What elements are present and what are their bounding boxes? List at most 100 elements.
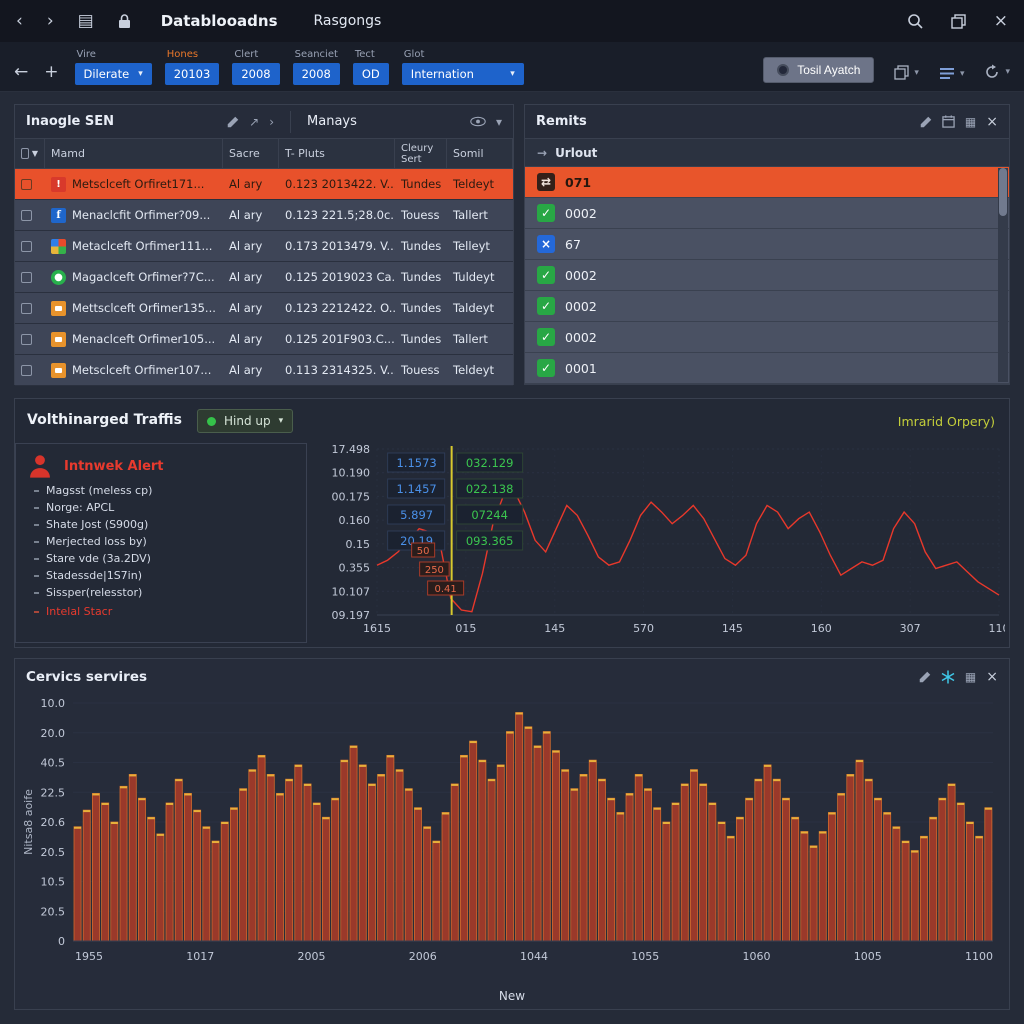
- scrollbar-thumb[interactable]: [999, 168, 1007, 216]
- list-item[interactable]: × 67: [525, 229, 1009, 260]
- calendar-icon[interactable]: [942, 115, 955, 128]
- column-pluts[interactable]: T- Pluts: [279, 139, 395, 168]
- remits-column-header[interactable]: → Urlout: [525, 139, 1009, 167]
- forward-icon[interactable]: ›: [46, 10, 54, 31]
- svg-text:1955: 1955: [75, 950, 103, 963]
- book-icon[interactable]: ▤: [77, 10, 94, 31]
- alert-title: Intnwek Alert: [64, 458, 164, 474]
- table-row[interactable]: ● Magaclceft Orfimer?7C... Al ary 0.125 2…: [15, 262, 513, 293]
- grid-icon[interactable]: ▦: [964, 670, 977, 684]
- list-item[interactable]: ✓ 0002: [525, 322, 1009, 353]
- events-table-header: ▼ Mamd Sacre T- Pluts Cleury Sert Somil: [15, 139, 513, 169]
- list-item[interactable]: ✓ 0002: [525, 198, 1009, 229]
- windows-restore-icon[interactable]: [951, 13, 966, 29]
- select-all-checkbox[interactable]: [21, 148, 29, 159]
- alert-icon: !: [51, 176, 66, 192]
- export-dropdown[interactable]: ▾: [894, 65, 919, 80]
- grid-icon[interactable]: ▦: [964, 114, 977, 129]
- cell-source: Al ary: [229, 301, 263, 315]
- pencil-icon[interactable]: [227, 116, 239, 128]
- filter-dropdown-glot[interactable]: Internation ▾: [401, 63, 524, 85]
- chevron-down-icon[interactable]: ▾: [495, 114, 503, 129]
- chevron-down-icon: ▾: [138, 69, 143, 79]
- svg-text:0.15: 0.15: [346, 538, 371, 551]
- svg-text:307: 307: [900, 622, 921, 635]
- list-item[interactable]: ✓ 0002: [525, 260, 1009, 291]
- query-label: Imrarid Orpery): [897, 414, 995, 429]
- eye-icon[interactable]: [470, 116, 486, 127]
- filter-funnel-icon[interactable]: ▼: [31, 149, 38, 158]
- pencil-icon[interactable]: [920, 116, 932, 128]
- add-icon[interactable]: +: [44, 62, 59, 82]
- column-name[interactable]: Mamd: [45, 139, 223, 168]
- close-icon[interactable]: ×: [986, 113, 998, 130]
- row-checkbox[interactable]: [21, 240, 32, 252]
- filter-hones: Hones 20103: [164, 49, 220, 85]
- cell-source: Al ary: [229, 332, 263, 346]
- close-icon[interactable]: ×: [993, 10, 1008, 31]
- column-cleury[interactable]: Cleury Sert: [395, 139, 447, 168]
- filter-label: Seanciet: [294, 49, 338, 60]
- filter-vire: Vire Dilerate ▾: [74, 49, 152, 85]
- services-panel-header: Cervics servires ▦ ×: [15, 659, 1009, 695]
- x-icon: ×: [537, 235, 555, 253]
- copy-icon: [894, 65, 910, 80]
- filter-value-clert[interactable]: 2008: [232, 63, 280, 85]
- table-row[interactable]: Mettsclceft Orfimer135... Al ary 0.123 2…: [15, 293, 513, 324]
- svg-text:1060: 1060: [743, 950, 771, 963]
- chevron-right-icon[interactable]: ›: [269, 114, 275, 129]
- cell-somil: Teldeyt: [453, 363, 495, 377]
- refresh-dropdown[interactable]: ▾: [984, 64, 1010, 80]
- table-row[interactable]: Menaclceft Orfimer105... Al ary 0.125 20…: [15, 324, 513, 355]
- list-item[interactable]: ⇄ 071: [525, 167, 1009, 198]
- share-icon[interactable]: ↗: [249, 114, 260, 129]
- svg-text:20.5: 20.5: [41, 905, 66, 918]
- filter-value-hones[interactable]: 20103: [164, 63, 220, 85]
- row-checkbox[interactable]: [21, 333, 32, 345]
- svg-text:250: 250: [425, 565, 444, 576]
- table-row[interactable]: ! Metsclceft Orfiret171... Al ary 0.123 2…: [15, 169, 513, 200]
- filter-clert: Clert 2008: [232, 49, 280, 85]
- cell-somil: Teldeyt: [453, 177, 495, 191]
- row-checkbox[interactable]: [21, 209, 32, 221]
- svg-text:093.365: 093.365: [466, 534, 514, 548]
- mode-dropdown[interactable]: Hind up ▾: [197, 409, 294, 433]
- remit-value: 0002: [565, 267, 597, 283]
- remits-panel-header: Remits ▦ ×: [525, 105, 1009, 139]
- table-row[interactable]: Metaclceft Orfimer111... Al ary 0.173 20…: [15, 231, 513, 262]
- row-checkbox[interactable]: [21, 302, 32, 314]
- refresh-icon: [986, 64, 999, 78]
- view-dropdown[interactable]: ▾: [939, 67, 964, 80]
- back-icon[interactable]: ‹: [16, 10, 23, 31]
- remits-panel: Remits ▦ × → Urlout ⇄ 071 ✓ 0002 × 67: [524, 104, 1010, 385]
- list-item[interactable]: ✓ 0001: [525, 353, 1009, 384]
- list-item[interactable]: ✓ 0002: [525, 291, 1009, 322]
- table-row[interactable]: Metsclceft Orfimer107... Al ary 0.113 23…: [15, 355, 513, 386]
- row-checkbox[interactable]: [21, 364, 32, 376]
- column-source[interactable]: Sacre: [223, 139, 279, 168]
- apply-button[interactable]: Tosil Ayatch: [763, 57, 875, 83]
- scrollbar[interactable]: [998, 168, 1008, 382]
- snowflake-icon[interactable]: [941, 670, 955, 684]
- pencil-icon[interactable]: [919, 671, 931, 683]
- filter-value-tect[interactable]: OD: [352, 63, 389, 85]
- check-icon: ✓: [537, 328, 555, 346]
- row-checkbox[interactable]: [21, 178, 32, 190]
- table-row[interactable]: f Menaclcfit Orfimer?09... Al ary 0.123 2…: [15, 200, 513, 231]
- lock-icon: [118, 13, 131, 29]
- back-arrow-icon[interactable]: ←: [14, 62, 29, 82]
- svg-text:22.5: 22.5: [41, 786, 66, 799]
- chevron-down-icon: ▾: [1005, 67, 1010, 77]
- filter-dropdown-vire[interactable]: Dilerate ▾: [74, 63, 152, 85]
- row-checkbox[interactable]: [21, 271, 32, 283]
- filter-value-seanciet[interactable]: 2008: [292, 63, 340, 85]
- alert-list-item: Shate Jost (S900g): [16, 516, 306, 533]
- cell-somil: Tuldeyt: [453, 270, 495, 284]
- target-icon: [777, 64, 790, 76]
- close-icon[interactable]: ×: [986, 669, 998, 685]
- chevron-down-icon: ▾: [510, 69, 515, 79]
- facebook-icon: f: [51, 207, 66, 223]
- column-somil[interactable]: Somil: [447, 139, 513, 168]
- search-icon[interactable]: [907, 13, 923, 29]
- cell-name: Metsclceft Orfimer107...: [72, 363, 212, 377]
